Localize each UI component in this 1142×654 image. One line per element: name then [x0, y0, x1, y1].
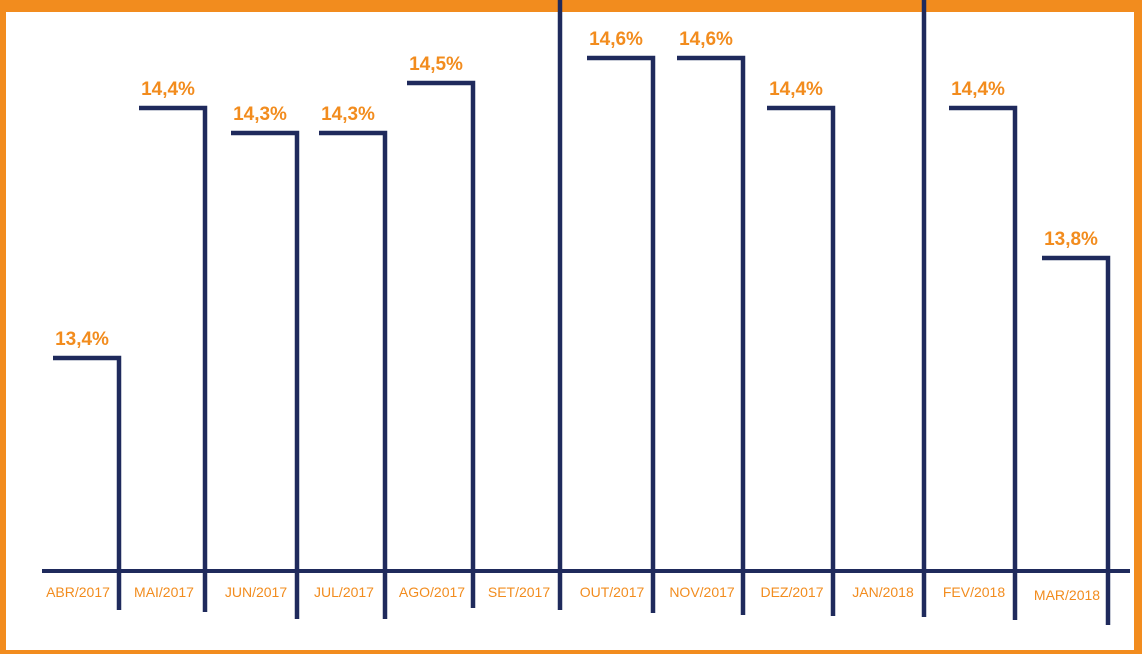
value-label: 14,4% — [141, 79, 195, 100]
bar-abr-2017 — [53, 355, 122, 610]
category-label: JAN/2018 — [852, 584, 914, 600]
bar-jan-2018 — [921, 0, 927, 617]
bar-jun-2017 — [231, 130, 300, 619]
category-label: OUT/2017 — [580, 584, 645, 600]
bar-dez-2017 — [767, 105, 836, 616]
value-label: 14,4% — [769, 79, 823, 100]
category-label: JUL/2017 — [314, 584, 374, 600]
category-label: DEZ/2017 — [760, 584, 823, 600]
category-labels-group: ABR/2017 MAI/2017 JUN/2017 JUL/2017 AGO/2017… — [46, 584, 1100, 603]
value-label: 14,6% — [589, 29, 643, 50]
bar-mai-2017 — [139, 105, 208, 612]
value-label: 14,5% — [409, 54, 463, 75]
category-label: MAR/2018 — [1034, 587, 1100, 603]
bar-jul-2017 — [319, 130, 388, 619]
category-label: ABR/2017 — [46, 584, 110, 600]
bar-set-2017 — [557, 0, 563, 610]
category-label: AGO/2017 — [399, 584, 465, 600]
value-label: 14,6% — [679, 29, 733, 50]
category-label: FEV/2018 — [943, 584, 1005, 600]
value-label: 14,3% — [233, 104, 287, 125]
category-label: NOV/2017 — [669, 584, 735, 600]
value-label: 13,8% — [1044, 229, 1098, 250]
category-label: SET/2017 — [488, 584, 550, 600]
bar-out-2017 — [587, 55, 656, 613]
bar-fev-2018 — [949, 105, 1018, 620]
bars-group — [53, 0, 1111, 625]
bar-nov-2017 — [677, 55, 746, 615]
bar-mar-2018 — [1042, 255, 1111, 625]
value-label: 14,4% — [951, 79, 1005, 100]
value-label: 13,4% — [55, 329, 109, 350]
value-labels-group: 13,4%14,4%14,3%14,3%14,5%14,9%14,6%14,6%… — [55, 29, 1098, 350]
bar-ago-2017 — [407, 80, 476, 608]
category-label: MAI/2017 — [134, 584, 194, 600]
category-label: JUN/2017 — [225, 584, 287, 600]
value-label: 14,3% — [321, 104, 375, 125]
